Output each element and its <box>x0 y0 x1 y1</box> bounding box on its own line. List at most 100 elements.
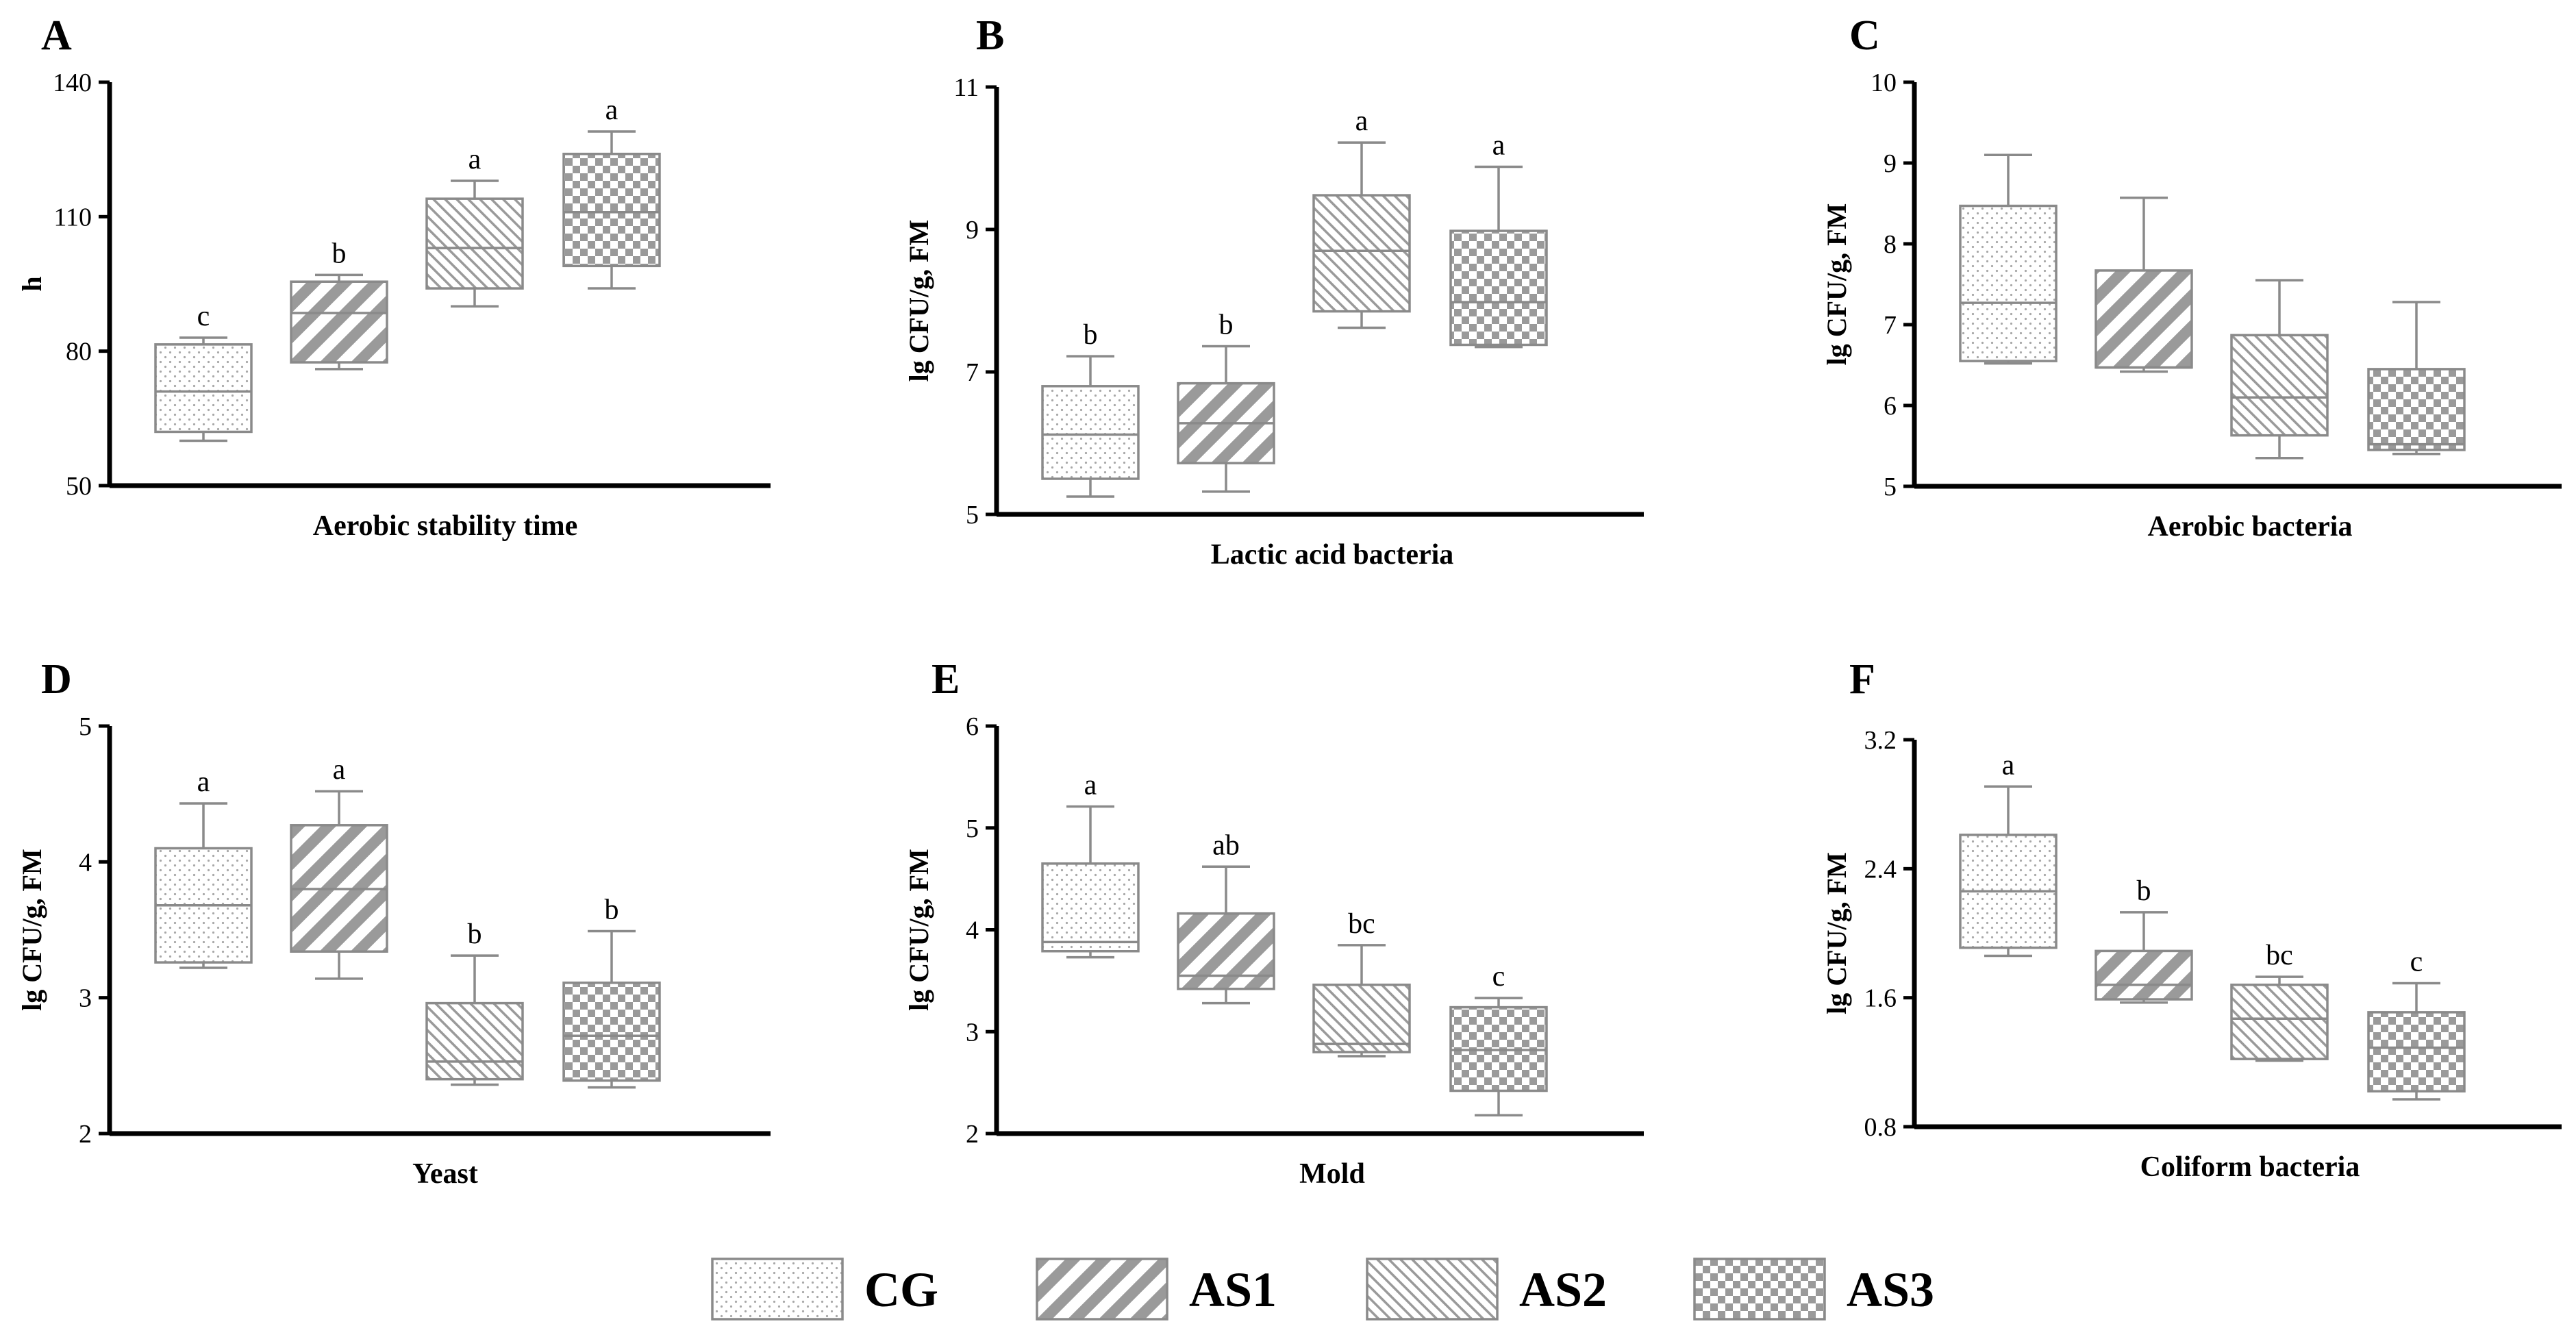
panel-a-ytick-label: 140 <box>53 68 92 97</box>
panel-d-xlabel: Yeast <box>412 1158 478 1190</box>
significance-label: b <box>2137 875 2151 907</box>
panel-a-xlabel: Aerobic stability time <box>313 510 578 542</box>
significance-label: c <box>2410 946 2423 977</box>
panel-f-ylabel: lg CFU/g, FM <box>1821 852 1852 1014</box>
panel-c-ylabel: lg CFU/g, FM <box>1821 203 1852 366</box>
panel-a-box-cg: c <box>154 301 253 442</box>
legend-item-as1: AS1 <box>1036 1258 1277 1321</box>
panel-f-ytick-label: 0.8 <box>1864 1113 1897 1142</box>
panel-b-ytick-label: 5 <box>966 501 979 529</box>
panel-a-ytick-label: 50 <box>66 472 92 501</box>
panel-f-ytick-label: 3.2 <box>1864 726 1897 755</box>
significance-label: a <box>1492 129 1505 161</box>
iqr-box <box>2230 334 2329 437</box>
iqr-box <box>1041 862 1140 953</box>
panel-d-ytick-label: 4 <box>79 848 92 877</box>
significance-label: a <box>605 95 618 126</box>
legend-item-cg: CG <box>711 1258 938 1321</box>
iqr-box <box>425 197 524 290</box>
panel-c-ytick-label: 5 <box>1884 473 1897 501</box>
panel-f-box-as1: b <box>2094 875 2193 1004</box>
iqr-box <box>154 343 253 434</box>
significance-label: a <box>468 144 482 175</box>
panel-e-letter: E <box>931 656 960 703</box>
legend: CG AS1 AS2 AS3 <box>711 1258 1934 1321</box>
panel-e-ytick-label: 6 <box>966 712 979 741</box>
panel-c-ytick-label: 8 <box>1884 230 1897 259</box>
panel-e-ytick-label: 2 <box>966 1120 979 1149</box>
panel-b-box-cg: b <box>1041 319 1140 498</box>
panel-a-box-as2: a <box>425 144 524 308</box>
legend-item-as2: AS2 <box>1366 1258 1607 1321</box>
significance-label: b <box>1084 319 1098 351</box>
significance-label: c <box>197 301 210 332</box>
significance-label: b <box>605 894 619 925</box>
iqr-box <box>2094 949 2193 1001</box>
significance-label: a <box>197 766 210 798</box>
panel-a-box-as3: a <box>562 95 661 290</box>
legend-label-as1: AS1 <box>1189 1262 1277 1317</box>
significance-label: a <box>2002 749 2015 781</box>
panel-a-letter: A <box>41 12 72 59</box>
panel-e-ytick-label: 4 <box>966 916 979 945</box>
panel-c-box-as3 <box>2367 301 2466 455</box>
panel-d-ylabel: lg CFU/g, FM <box>16 849 47 1011</box>
significance-label: a <box>1355 105 1368 137</box>
iqr-box <box>1449 229 1548 347</box>
significance-label: ab <box>1212 829 1240 861</box>
panel-a-box-as1: b <box>290 238 388 371</box>
significance-label: a <box>333 754 346 786</box>
legend-label-as2: AS2 <box>1519 1262 1607 1317</box>
significance-label: b <box>468 919 482 950</box>
panel-c-box-cg <box>1959 153 2058 365</box>
panel-e-box-as3: c <box>1449 961 1548 1116</box>
panel-e-box-cg: a <box>1041 770 1140 959</box>
panel-c-box-as1 <box>2094 196 2193 373</box>
panel-b-ytick-label: 7 <box>966 358 979 387</box>
panel-f-ytick-label: 1.6 <box>1864 984 1897 1013</box>
panel-c-ytick-label: 9 <box>1884 149 1897 178</box>
iqr-box <box>1959 204 2058 362</box>
panel-e-box-as2: bc <box>1312 908 1411 1058</box>
panel-b-ytick-label: 9 <box>966 216 979 245</box>
panel-b-box-as1: b <box>1177 310 1275 493</box>
panel-e-ytick-label: 5 <box>966 814 979 843</box>
panel-f-box-as3: c <box>2367 946 2466 1101</box>
legend-swatch-as1 <box>1036 1258 1168 1321</box>
legend-label-as3: AS3 <box>1847 1262 1934 1317</box>
panel-e-box-as1: ab <box>1177 829 1275 1005</box>
panel-b-ytick-label: 11 <box>953 73 979 102</box>
iqr-box <box>1177 912 1275 990</box>
iqr-box <box>290 280 388 364</box>
iqr-box <box>2367 1011 2466 1092</box>
significance-label: b <box>1219 310 1234 341</box>
iqr-box <box>425 1001 524 1081</box>
panel-f-box-as2: bc <box>2230 940 2329 1062</box>
legend-swatch-as3 <box>1693 1258 1826 1321</box>
panel-b-box-as2: a <box>1312 105 1411 329</box>
panel-b-letter: B <box>976 12 1004 59</box>
panel-C: C 5 6 7 8 9 10 lg CFU/g, FM Aerobic bacteria <box>1821 12 2562 542</box>
iqr-box <box>2367 368 2466 451</box>
panel-b-box-as3: a <box>1449 129 1548 349</box>
significance-label: bc <box>1348 908 1375 940</box>
panel-d-box-as2: b <box>425 919 524 1086</box>
panel-e-xlabel: Mold <box>1299 1158 1365 1190</box>
iqr-box <box>562 982 661 1082</box>
panel-c-xlabel: Aerobic bacteria <box>2148 511 2353 542</box>
iqr-box <box>562 152 661 268</box>
panel-A: A 50 80 110 140 h Aerobic stability time c b a a <box>16 12 771 542</box>
panel-d-box-cg: a <box>154 766 253 969</box>
significance-label: a <box>1084 770 1097 801</box>
panel-d-ytick-label: 3 <box>79 984 92 1013</box>
legend-item-as3: AS3 <box>1693 1258 1934 1321</box>
panel-a-ylabel: h <box>16 276 47 291</box>
panel-e-ytick-label: 3 <box>966 1018 979 1047</box>
iqr-box <box>2230 984 2329 1060</box>
iqr-box <box>1312 194 1411 313</box>
significance-label: c <box>1492 961 1505 992</box>
panel-e-ylabel: lg CFU/g, FM <box>903 849 934 1011</box>
panel-c-box-as2 <box>2230 279 2329 460</box>
panel-c-ytick-label: 6 <box>1884 392 1897 421</box>
legend-swatch-as2 <box>1366 1258 1499 1321</box>
